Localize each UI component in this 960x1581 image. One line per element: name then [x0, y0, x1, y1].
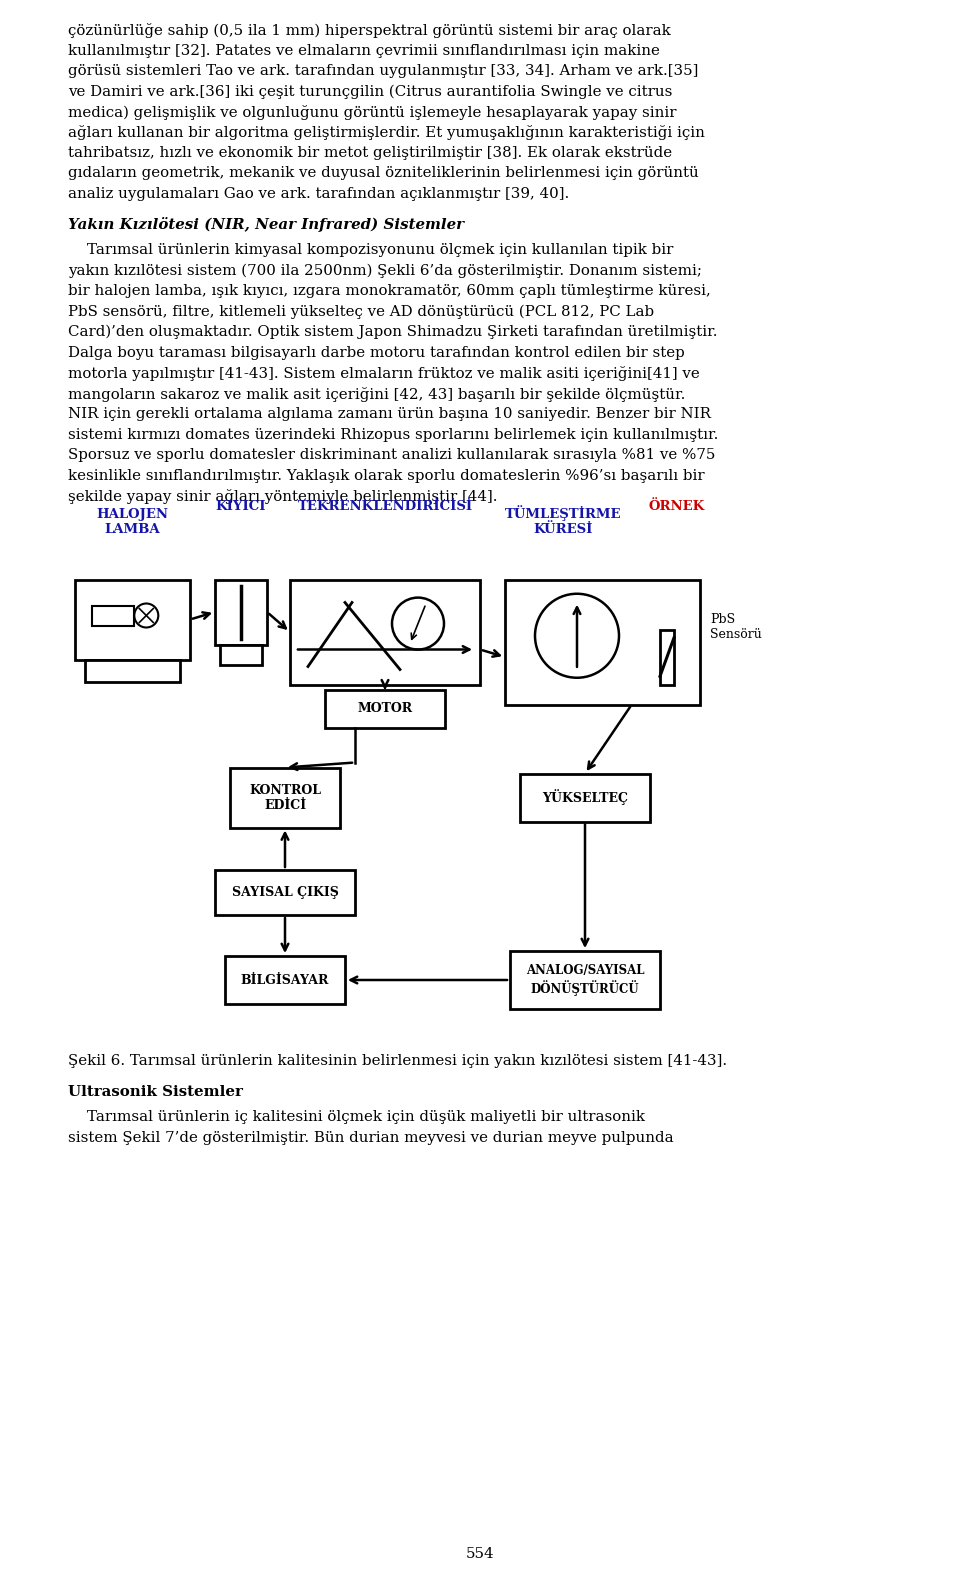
Text: TÜMLEŞTİRME
KÜRESİ: TÜMLEŞTİRME KÜRESİ — [505, 504, 622, 536]
Text: Yakın Kızılötesi (NIR, Near Infrared) Sistemler: Yakın Kızılötesi (NIR, Near Infrared) Si… — [68, 218, 464, 232]
Text: analiz uygulamaları Gao ve ark. tarafından açıklanmıştır [39, 40].: analiz uygulamaları Gao ve ark. tarafınd… — [68, 187, 569, 201]
Bar — [220, 645, 262, 664]
Text: TEKRENKLENDİRİCİSİ: TEKRENKLENDİRİCİSİ — [298, 501, 472, 514]
Text: kullanılmıştır [32]. Patates ve elmaların çevrimii sınıflandırılması için makine: kullanılmıştır [32]. Patates ve elmaları… — [68, 44, 660, 57]
Text: medica) gelişmişlik ve olgunluğunu görüntü işlemeyle hesaplayarak yapay sinir: medica) gelişmişlik ve olgunluğunu görün… — [68, 104, 677, 120]
Text: sistemi kırmızı domates üzerindeki Rhizopus sporlarını belirlemek için kullanılm: sistemi kırmızı domates üzerindeki Rhizo… — [68, 427, 718, 441]
Text: MOTOR: MOTOR — [357, 702, 413, 715]
Text: ağları kullanan bir algoritma geliştirmişlerdir. Et yumuşaklığının karakteristiğ: ağları kullanan bir algoritma geliştirmi… — [68, 125, 705, 141]
Text: PbS sensörü, filtre, kitlemeli yükselteç ve AD dönüştürücü (PCL 812, PC Lab: PbS sensörü, filtre, kitlemeli yükselteç… — [68, 305, 654, 319]
Text: ANALOG/SAYISAL
DÖNÜŞTÜRÜCÜ: ANALOG/SAYISAL DÖNÜŞTÜRÜCÜ — [526, 964, 644, 996]
Bar — [215, 580, 267, 645]
Text: Card)’den oluşmaktadır. Optik sistem Japon Shimadzu Şirketi tarafından üretilmiş: Card)’den oluşmaktadır. Optik sistem Jap… — [68, 326, 717, 340]
Text: Dalga boyu taraması bilgisayarlı darbe motoru tarafından kontrol edilen bir step: Dalga boyu taraması bilgisayarlı darbe m… — [68, 346, 684, 359]
Text: HALOJEN
LAMBA: HALOJEN LAMBA — [97, 508, 169, 536]
Text: Ultrasonik Sistemler: Ultrasonik Sistemler — [68, 1085, 243, 1099]
Text: bir halojen lamba, ışık kıyıcı, ızgara monokramatör, 60mm çaplı tümleştirme küre: bir halojen lamba, ışık kıyıcı, ızgara m… — [68, 285, 710, 297]
Text: kesinlikle sınıflandırılmıştır. Yaklaşık olarak sporlu domateslerin %96’sı başar: kesinlikle sınıflandırılmıştır. Yaklaşık… — [68, 468, 705, 482]
Text: 554: 554 — [466, 1546, 494, 1560]
Text: gıdaların geometrik, mekanik ve duyusal özniteliklerinin belirlenmesi için görün: gıdaların geometrik, mekanik ve duyusal … — [68, 166, 699, 180]
Text: Tarımsal ürünlerin kimyasal kompozisyonunu ölçmek için kullanılan tipik bir: Tarımsal ürünlerin kimyasal kompozisyonu… — [68, 243, 673, 258]
Text: görüsü sistemleri Tao ve ark. tarafından uygulanmıştır [33, 34]. Arham ve ark.[3: görüsü sistemleri Tao ve ark. tarafından… — [68, 63, 698, 77]
Text: şekilde yapay sinir ağları yöntemiyle belirlenmiştir [44].: şekilde yapay sinir ağları yöntemiyle be… — [68, 489, 497, 504]
Bar — [92, 606, 134, 626]
Text: KONTROL
EDİCİ: KONTROL EDİCİ — [249, 784, 321, 811]
Text: PbS
Sensörü: PbS Sensörü — [710, 613, 761, 640]
Text: YÜKSELTEÇ: YÜKSELTEÇ — [542, 789, 628, 805]
Text: NIR için gerekli ortalama algılama zamanı ürün başına 10 saniyedir. Benzer bir N: NIR için gerekli ortalama algılama zaman… — [68, 406, 711, 421]
Text: Tarımsal ürünlerin iç kalitesini ölçmek için düşük maliyetli bir ultrasonik: Tarımsal ürünlerin iç kalitesini ölçmek … — [68, 1110, 645, 1124]
Text: tahribatsız, hızlı ve ekonomik bir metot geliştirilmiştir [38]. Ek olarak ekstrü: tahribatsız, hızlı ve ekonomik bir metot… — [68, 145, 672, 160]
Bar — [75, 580, 190, 659]
Text: sistem Şekil 7’de gösterilmiştir. Bün durian meyvesi ve durian meyve pulpunda: sistem Şekil 7’de gösterilmiştir. Bün du… — [68, 1130, 674, 1145]
Bar — [85, 659, 180, 681]
Bar — [510, 952, 660, 1009]
Bar — [505, 580, 700, 705]
Text: ve Damiri ve ark.[36] iki çeşit turunçgilin (Citrus aurantifolia Swingle ve citr: ve Damiri ve ark.[36] iki çeşit turunçgi… — [68, 84, 672, 100]
Bar — [225, 957, 345, 1004]
Text: Şekil 6. Tarımsal ürünlerin kalitesinin belirlenmesi için yakın kızılötesi siste: Şekil 6. Tarımsal ürünlerin kalitesinin … — [68, 1055, 727, 1069]
Text: motorla yapılmıştır [41-43]. Sistem elmaların früktoz ve malik asiti içeriğini[4: motorla yapılmıştır [41-43]. Sistem elma… — [68, 365, 700, 381]
Text: ÖRNEK: ÖRNEK — [648, 501, 705, 514]
Text: mangoların sakaroz ve malik asit içeriğini [42, 43] başarılı bir şekilde ölçmüşt: mangoların sakaroz ve malik asit içeriği… — [68, 386, 685, 402]
Bar — [520, 773, 650, 822]
Bar — [325, 689, 445, 727]
Text: BİLGİSAYAR: BİLGİSAYAR — [241, 974, 329, 987]
Text: SAYISAL ÇIKIŞ: SAYISAL ÇIKIŞ — [231, 885, 339, 900]
Bar — [660, 629, 674, 685]
Text: yakın kızılötesi sistem (700 ila 2500nm) Şekli 6’da gösterilmiştir. Donanım sist: yakın kızılötesi sistem (700 ila 2500nm)… — [68, 264, 702, 278]
Text: çözünürlüğe sahip (0,5 ila 1 mm) hiperspektral görüntü sistemi bir araç olarak: çözünürlüğe sahip (0,5 ila 1 mm) hipersp… — [68, 24, 671, 38]
Text: KIYICI: KIYICI — [216, 501, 266, 514]
Text: Sporsuz ve sporlu domatesler diskriminant analizi kullanılarak sırasıyla %81 ve : Sporsuz ve sporlu domatesler diskriminan… — [68, 447, 715, 462]
Bar — [215, 870, 355, 915]
Bar — [290, 580, 480, 685]
Bar — [230, 767, 340, 827]
